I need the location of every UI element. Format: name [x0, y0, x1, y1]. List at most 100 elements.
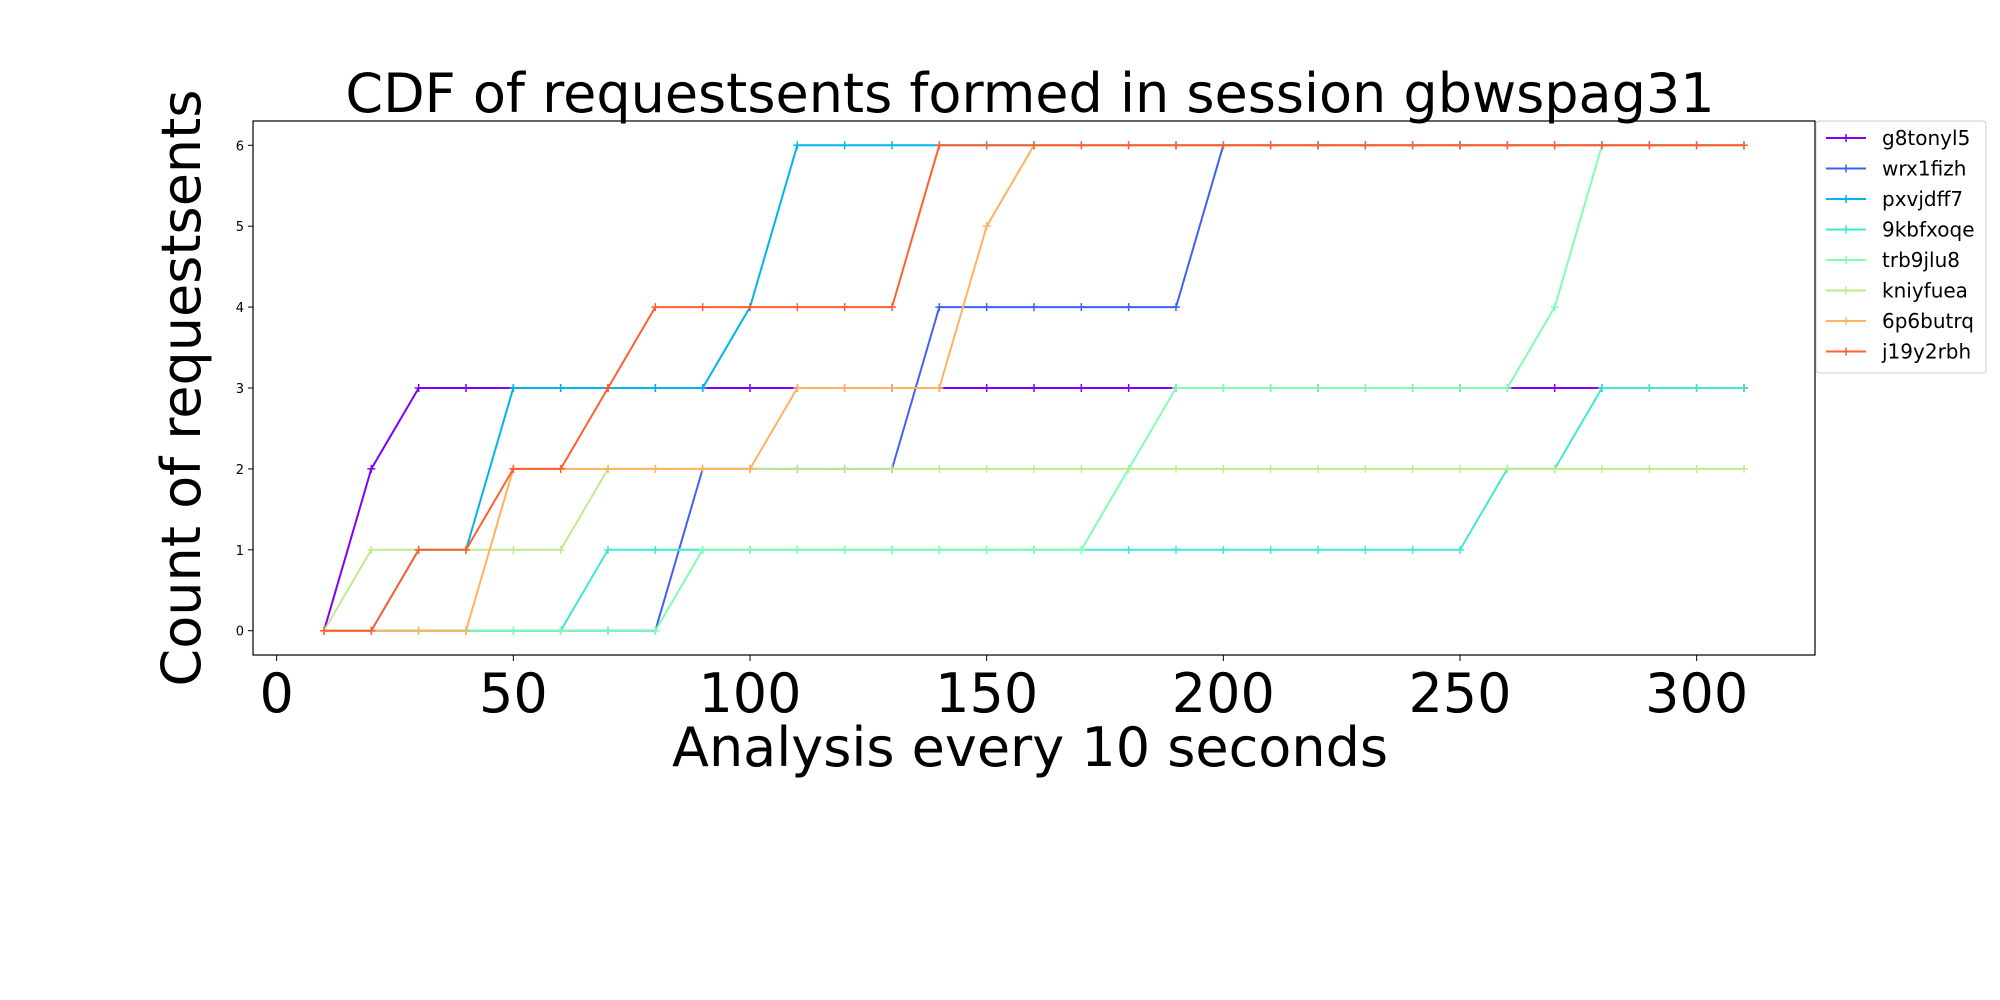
data-point — [556, 464, 565, 473]
data-point — [651, 626, 660, 635]
data-point — [982, 545, 991, 554]
data-point — [698, 464, 707, 473]
data-point — [1503, 384, 1512, 392]
data-point — [1172, 384, 1180, 392]
data-point — [1124, 141, 1133, 150]
data-point — [1361, 464, 1370, 473]
data-point — [935, 141, 944, 150]
data-point — [414, 384, 423, 392]
data-point — [1077, 384, 1086, 392]
data-point — [1219, 545, 1228, 554]
data-point — [888, 464, 896, 473]
data-point — [1740, 384, 1748, 392]
x-tick-label: 50 — [479, 662, 548, 725]
data-point — [604, 626, 612, 635]
legend-label: pxvjdff7 — [1882, 187, 1963, 211]
y-tick-label: 2 — [236, 463, 244, 478]
legend-label: j19y2rbh — [1881, 340, 1971, 364]
legend-marker — [1842, 286, 1850, 295]
data-point — [1266, 141, 1275, 150]
legend-marker — [1842, 134, 1850, 142]
y-tick-label: 3 — [236, 382, 244, 397]
data-point — [1172, 303, 1180, 312]
data-point — [935, 384, 944, 392]
data-point — [1408, 141, 1417, 150]
data-point — [982, 384, 991, 392]
data-point — [1550, 303, 1559, 312]
data-point — [698, 545, 707, 554]
data-point — [935, 303, 944, 312]
data-point — [1266, 545, 1275, 554]
data-point — [793, 384, 802, 392]
x-tick-label: 300 — [1645, 662, 1748, 725]
data-point — [1266, 384, 1275, 392]
data-point — [1030, 303, 1038, 312]
data-point — [793, 141, 802, 150]
data-point — [840, 384, 849, 392]
data-point — [1172, 464, 1180, 473]
data-point — [462, 545, 470, 554]
data-point — [414, 545, 423, 554]
data-point — [367, 626, 376, 635]
series-line — [324, 387, 1744, 632]
data-point — [1030, 141, 1038, 150]
data-point — [982, 141, 991, 150]
data-point — [1314, 464, 1322, 473]
data-point — [1598, 384, 1606, 392]
legend-label: 6p6butrq — [1882, 309, 1974, 333]
data-point — [1550, 384, 1559, 392]
data-point — [1172, 141, 1180, 150]
data-point — [1314, 545, 1322, 554]
data-point — [1456, 545, 1464, 554]
data-point — [1598, 141, 1606, 150]
y-axis: 0 1 2 3 4 5 6 — [236, 139, 253, 640]
legend-label: kniyfuea — [1882, 279, 1968, 303]
data-point — [793, 303, 802, 312]
data-point — [1077, 141, 1086, 150]
legend-marker — [1842, 164, 1850, 173]
x-axis-label: Analysis every 10 seconds — [672, 716, 1388, 779]
data-point — [1692, 384, 1701, 392]
data-point — [651, 384, 660, 392]
data-point — [1456, 141, 1464, 150]
data-point — [509, 464, 518, 473]
y-tick-label: 4 — [236, 301, 244, 316]
data-point — [462, 384, 470, 392]
data-point — [1172, 545, 1180, 554]
y-tick-label: 0 — [236, 625, 244, 640]
y-axis-label: Count of requestsents — [150, 90, 213, 687]
data-point — [1124, 384, 1133, 392]
data-point — [1266, 464, 1275, 473]
data-point — [982, 303, 991, 312]
data-point — [1645, 141, 1654, 150]
data-point — [793, 545, 802, 554]
data-point — [746, 384, 754, 392]
data-point — [1030, 545, 1038, 554]
data-point — [1361, 141, 1370, 150]
series-j19y2rbh — [320, 141, 1748, 635]
data-point — [982, 464, 991, 473]
data-point — [367, 464, 376, 473]
legend-marker — [1842, 195, 1850, 203]
data-point — [746, 303, 754, 312]
series-line — [323, 387, 1744, 631]
data-point — [698, 303, 707, 312]
legend-frame — [1815, 120, 1987, 374]
legend-label: 9kbfxoqe — [1882, 218, 1975, 242]
data-point — [698, 384, 707, 392]
data-point — [604, 384, 612, 392]
data-point — [793, 464, 802, 473]
data-point — [1408, 464, 1417, 473]
data-point — [1361, 384, 1370, 392]
data-point — [1408, 545, 1417, 554]
data-point — [556, 545, 565, 554]
data-point — [604, 464, 612, 473]
legend-label: trb9jlu8 — [1882, 248, 1960, 272]
legend-marker — [1842, 225, 1850, 234]
data-point — [509, 626, 518, 635]
data-point — [509, 384, 518, 392]
data-point — [320, 626, 328, 635]
data-point — [888, 545, 896, 554]
data-point — [840, 141, 849, 150]
